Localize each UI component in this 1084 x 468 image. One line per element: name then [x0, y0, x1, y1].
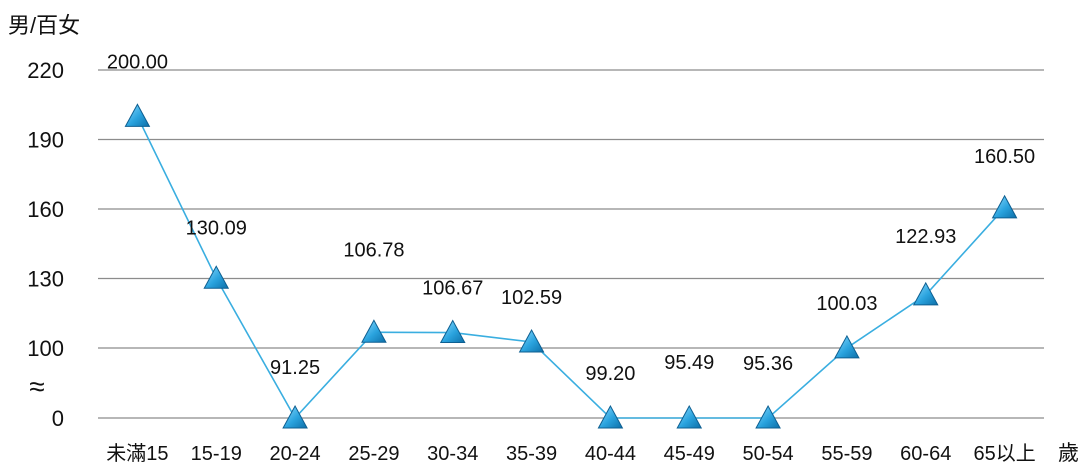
data-label: 100.03: [816, 293, 877, 315]
x-tick-label: 未滿15: [106, 442, 168, 465]
x-tick-label: 65以上: [973, 442, 1035, 465]
x-tick-label: 35-39: [506, 443, 557, 465]
data-marker: [518, 328, 545, 353]
data-markers: [124, 103, 1018, 429]
data-label: 99.20: [585, 363, 635, 385]
x-tick-label: 50-54: [743, 443, 794, 465]
data-label: 160.50: [974, 146, 1035, 168]
data-marker: [124, 103, 151, 127]
data-marker: [203, 265, 230, 289]
x-axis-unit: 歲: [1058, 442, 1079, 465]
data-label: 200.00: [107, 51, 168, 73]
x-tick-label: 30-34: [427, 443, 478, 465]
data-marker: [439, 319, 466, 344]
x-tick-label: 55-59: [821, 443, 872, 465]
y-tick-label: 100: [27, 336, 64, 361]
series-line: [136, 115, 1006, 420]
y-axis-title: 男/百女: [8, 13, 80, 38]
data-marker: [676, 404, 703, 429]
x-tick-label: 60-64: [900, 443, 951, 465]
data-label: 130.09: [186, 217, 247, 239]
data-label: 95.36: [743, 353, 793, 375]
data-label: 106.67: [422, 278, 483, 300]
data-label: 106.78: [343, 239, 404, 261]
data-label: 122.93: [895, 226, 956, 248]
data-label: 95.49: [664, 352, 714, 374]
data-label: 102.59: [501, 287, 562, 309]
y-tick-label: 160: [27, 197, 64, 222]
data-marker: [282, 404, 308, 429]
data-marker: [597, 404, 624, 429]
x-tick-label: 25-29: [348, 443, 399, 465]
y-tick-label: 220: [27, 58, 64, 83]
x-axis-ticks: 未滿15 15-19 20-24 25-29 30-34 35-39 40-44 45-49 5…: [106, 442, 1035, 465]
x-tick-label: 20-24: [270, 443, 321, 465]
data-labels: 200.00 130.09 91.25 106.78 106.67 102.59 99.20…: [107, 51, 1035, 385]
data-marker: [834, 334, 860, 359]
y-tick-label: 130: [27, 267, 64, 292]
axis-break-symbol: ≈: [29, 371, 44, 402]
y-tick-label: 190: [27, 128, 64, 153]
data-marker: [755, 404, 781, 429]
data-label: 91.25: [270, 357, 320, 379]
x-tick-label: 40-44: [585, 443, 636, 465]
x-tick-label: 15-19: [191, 443, 242, 465]
x-tick-label: 45-49: [664, 443, 715, 465]
data-marker: [991, 194, 1018, 219]
data-marker: [912, 281, 939, 306]
y-tick-label: 0: [52, 406, 64, 431]
data-marker: [361, 319, 387, 343]
y-axis-ticks: 220 190 160 130 100 0: [27, 58, 64, 431]
